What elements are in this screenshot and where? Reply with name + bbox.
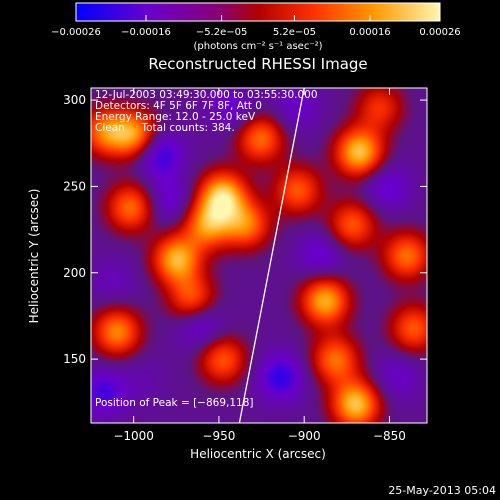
colorbar-tick-label: 5.2e−05: [273, 27, 316, 38]
colorbar-ticks: [75, 15, 441, 21]
peak-position-label: Position of Peak = [−869,118]: [95, 397, 254, 409]
y-axis-tick-labels: 150 200 250 300: [63, 93, 86, 366]
y-tick-label: 250: [63, 179, 86, 193]
plot-area: [90, 87, 428, 424]
colorbar: −0.00026 −0.00016 −5.2e−05 5.2e−05 0.00016 0.…: [51, 2, 461, 52]
annotation-detectors: Detectors: 4F 5F 6F 7F 8F, Att 0: [95, 100, 262, 112]
chart-title: Reconstructed RHESSI Image: [148, 55, 367, 73]
colorbar-tick-label: 0.00026: [419, 27, 460, 38]
x-tick-label: −1000: [113, 429, 154, 443]
colorbar-units: (photons cm⁻² s⁻¹ asec⁻²): [193, 41, 322, 52]
x-axis-label: Heliocentric X (arcsec): [190, 447, 326, 461]
x-axis-ticks: [133, 88, 390, 423]
annotation-clean-counts: Clean Total counts: 384.: [95, 122, 235, 134]
colorbar-tick-label: −0.00016: [121, 27, 171, 38]
x-tick-label: −850: [373, 429, 406, 443]
x-tick-label: −900: [288, 429, 321, 443]
annotation-block: 12-Jul-2003 03:49:30.000 to 03:55:30.000…: [95, 89, 318, 134]
colorbar-tick-labels: −0.00026 −0.00016 −5.2e−05 5.2e−05 0.00016 0.…: [51, 27, 461, 38]
colorbar-gradient: [75, 2, 441, 22]
x-axis-tick-labels: −1000 −950 −900 −850: [113, 429, 406, 443]
plot-frame: [90, 87, 428, 424]
image-foreign: [91, 88, 427, 423]
solar-limb-line: [238, 88, 305, 423]
y-tick-label: 200: [63, 266, 86, 280]
colorbar-tick-label: −0.00026: [51, 27, 101, 38]
y-axis-label: Heliocentric Y (arcsec): [27, 189, 41, 324]
annotation-energy-range: Energy Range: 12.0 - 25.0 keV: [95, 111, 256, 123]
heatmap-canvas: [91, 88, 427, 423]
y-axis-ticks: [91, 99, 427, 360]
footer-date: 25-May-2013 05:04: [388, 484, 496, 497]
colorbar-tick-label: 0.00016: [349, 27, 390, 38]
y-tick-label: 150: [63, 352, 86, 366]
y-tick-label: 300: [63, 93, 86, 107]
annotation-time-range: 12-Jul-2003 03:49:30.000 to 03:55:30.000: [95, 89, 318, 101]
colorbar-tick-label: −5.2e−05: [196, 27, 248, 38]
x-tick-label: −950: [202, 429, 235, 443]
